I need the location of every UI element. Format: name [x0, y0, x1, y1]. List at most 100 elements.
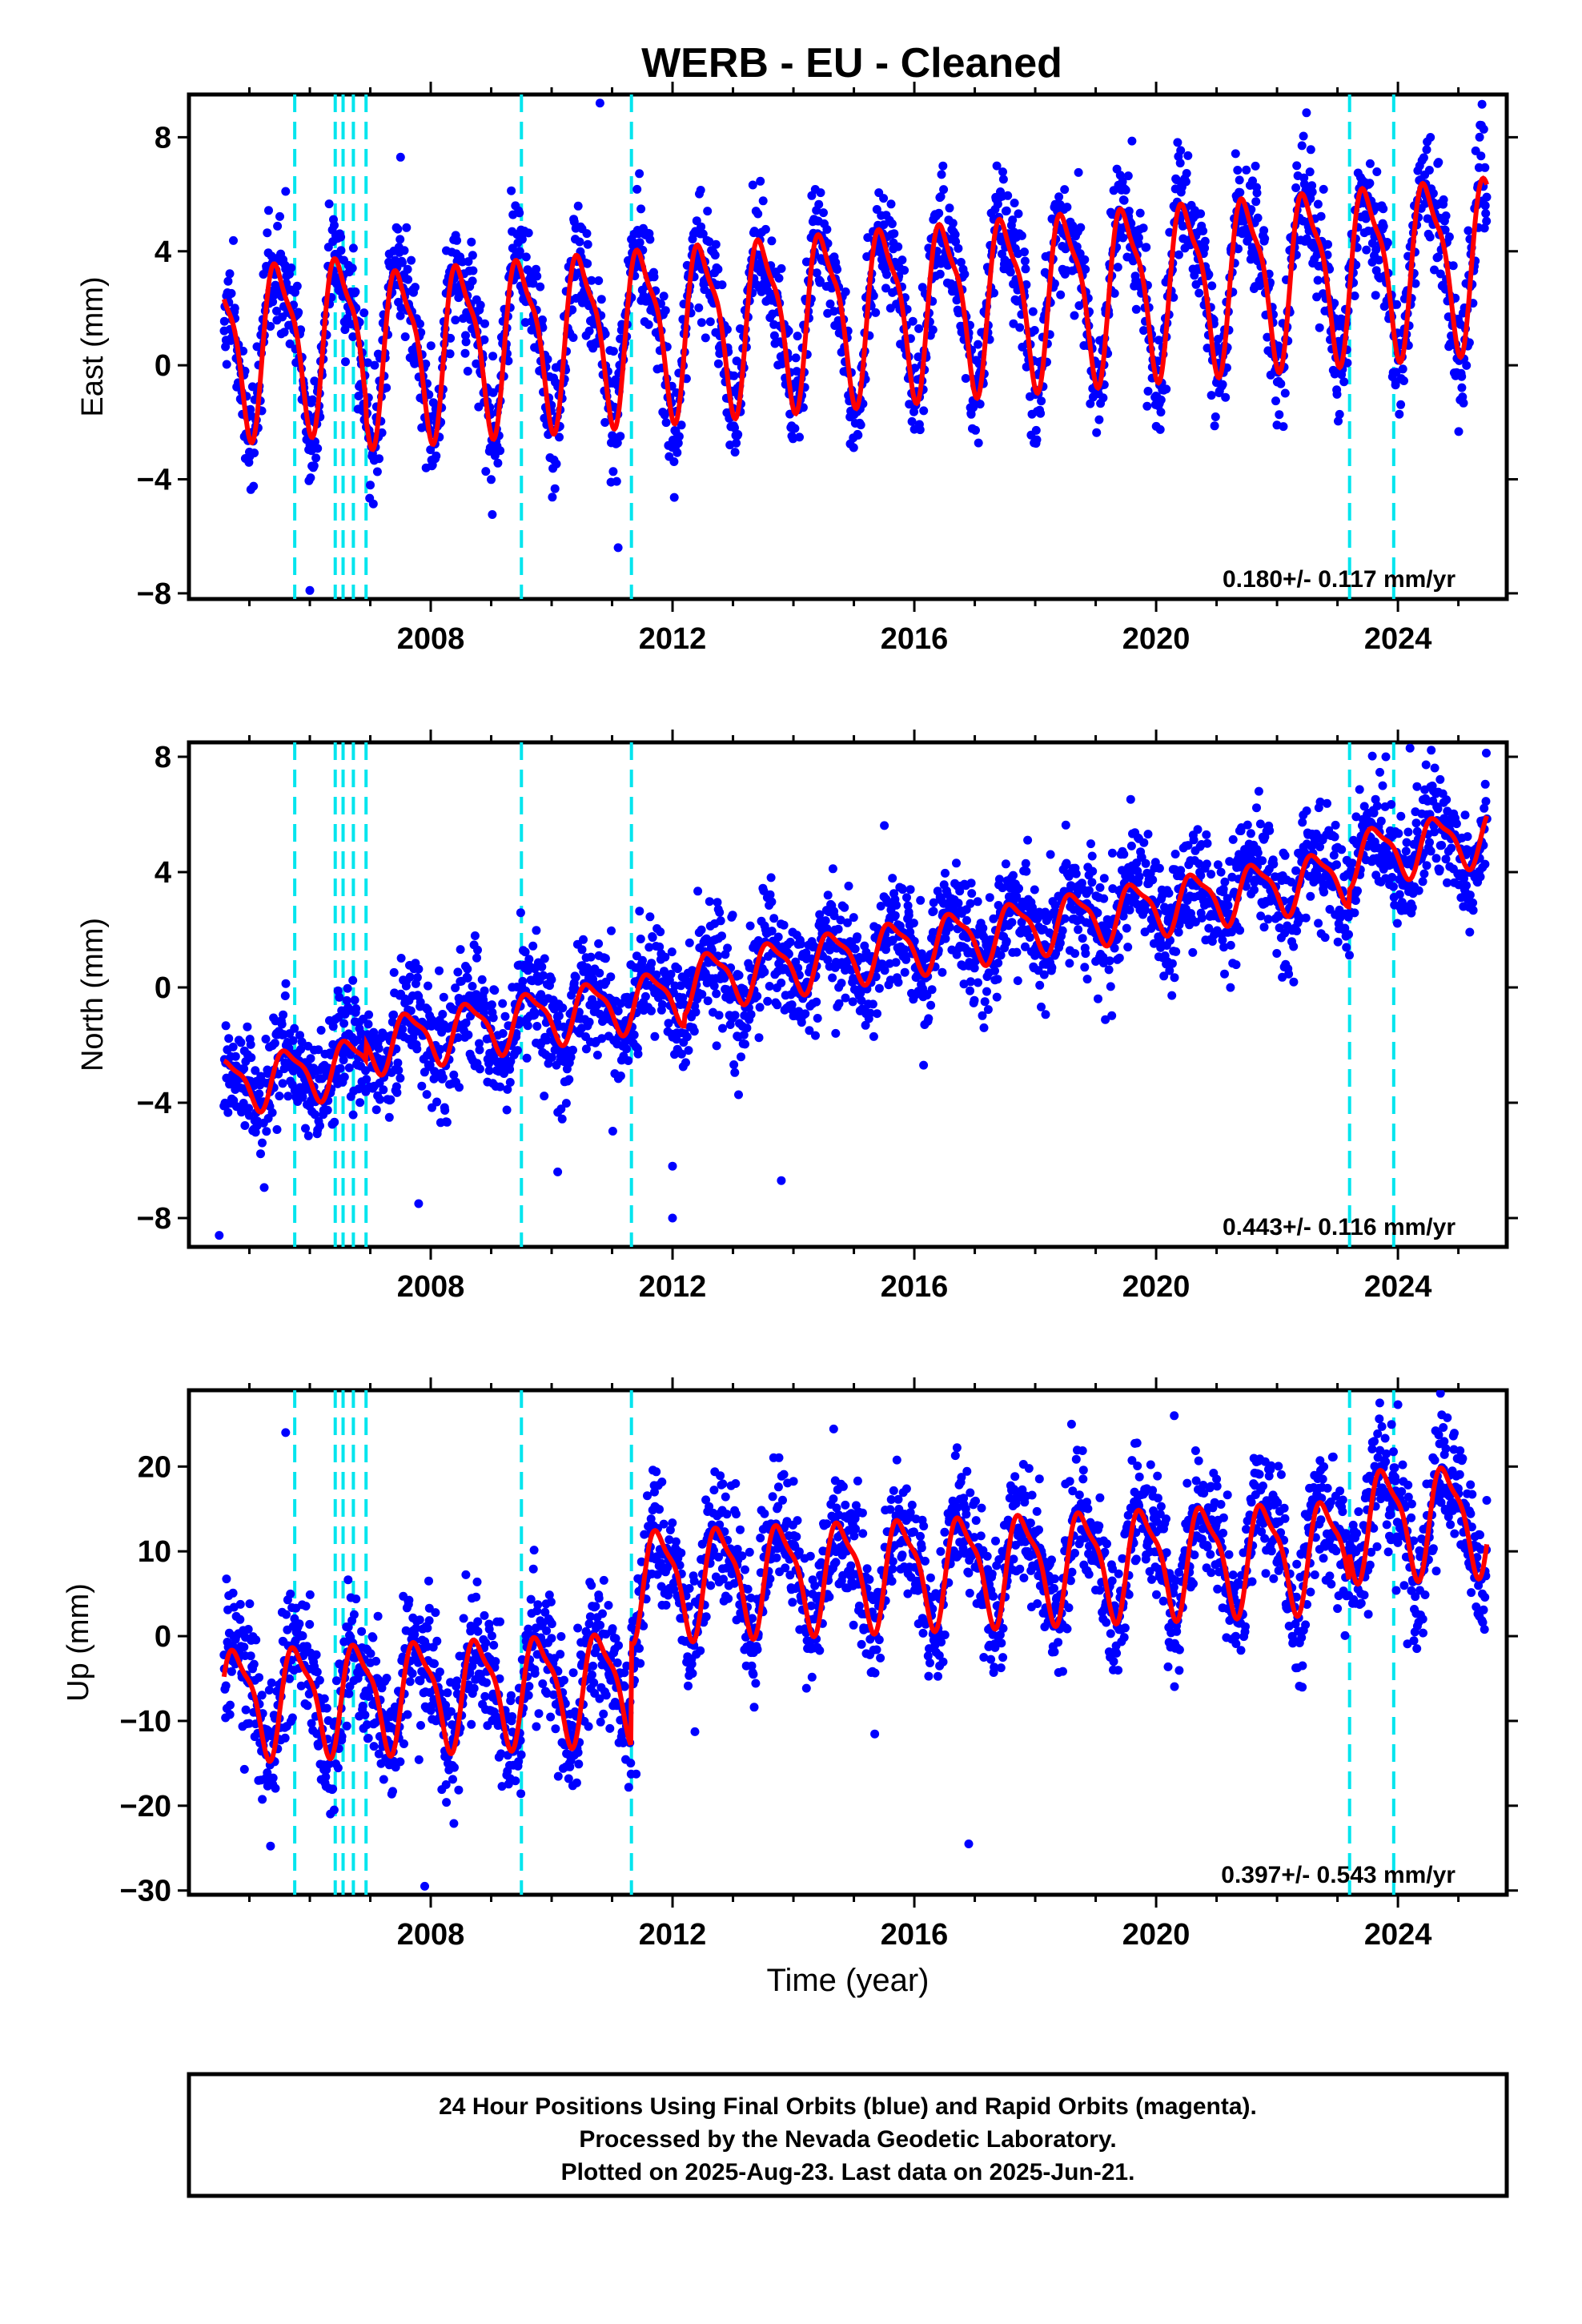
north-data-point — [236, 1038, 246, 1047]
north-data-point — [716, 916, 725, 926]
north-data-point — [1252, 803, 1261, 813]
east-data-point — [404, 275, 413, 284]
east-data-point — [635, 169, 644, 179]
east-data-point — [966, 409, 976, 419]
north-data-point — [536, 990, 546, 999]
north-data-point — [438, 1073, 448, 1083]
north-data-point — [1021, 942, 1030, 951]
east-data-point — [468, 251, 477, 260]
east-data-point — [407, 255, 416, 265]
east-data-point — [889, 229, 899, 239]
east-data-point — [879, 194, 889, 203]
north-data-point — [1074, 925, 1083, 935]
north-data-point — [801, 1009, 810, 1019]
north-data-point — [416, 997, 425, 1007]
east-data-point — [659, 292, 669, 301]
east-data-point — [711, 239, 721, 249]
east-data-point — [1094, 415, 1104, 424]
north-data-point — [392, 1088, 402, 1097]
north-data-point — [1269, 859, 1279, 869]
east-data-point — [1305, 167, 1315, 177]
north-data-point — [1289, 977, 1299, 987]
east-data-point — [992, 161, 1002, 171]
north-data-point — [746, 1010, 756, 1019]
north-data-point — [767, 927, 777, 936]
north-data-point — [1167, 959, 1177, 968]
east-data-point — [935, 269, 945, 279]
east-data-point — [336, 232, 346, 242]
east-data-point — [1020, 247, 1029, 257]
east-data-point — [900, 266, 909, 275]
east-rate-label: 0.180+/- 0.117 mm/yr — [1223, 566, 1456, 593]
north-data-point — [328, 1022, 338, 1031]
north-data-point — [342, 995, 351, 1005]
north-data-point — [900, 945, 909, 955]
east-data-point — [517, 235, 527, 244]
north-data-point — [456, 945, 465, 955]
east-data-point — [1207, 281, 1217, 291]
north-data-point — [880, 821, 889, 830]
north-data-point — [1159, 971, 1169, 981]
north-xtick-label: 2020 — [1122, 1270, 1191, 1304]
north-data-point — [745, 921, 755, 931]
east-data-point — [1482, 216, 1492, 226]
north-data-point — [1101, 1015, 1110, 1024]
east-data-point — [1138, 223, 1148, 233]
east-data-point — [761, 224, 770, 234]
north-data-point — [355, 1098, 365, 1108]
north-data-point — [1062, 858, 1071, 868]
north-data-point — [656, 927, 665, 937]
east-data-point — [960, 269, 970, 279]
north-data-point — [224, 1034, 234, 1043]
north-data-point — [487, 1000, 496, 1010]
east-data-point — [1464, 226, 1473, 235]
east-xtick-label: 2012 — [639, 622, 707, 656]
north-data-point — [1148, 875, 1158, 885]
north-data-point — [1256, 911, 1266, 921]
north-data-point — [843, 918, 852, 927]
east-data-point — [1419, 153, 1428, 163]
east-ytick-label: 8 — [155, 121, 171, 155]
east-data-point — [1279, 422, 1288, 432]
north-data-point — [272, 1125, 282, 1134]
east-data-point — [1481, 209, 1491, 218]
north-data-point — [1253, 848, 1263, 858]
north-data-point — [1086, 839, 1095, 849]
north-data-point — [503, 1084, 512, 1094]
north-data-point — [466, 1011, 475, 1021]
north-data-point — [966, 986, 974, 995]
east-data-point — [1482, 192, 1492, 202]
east-data-point — [1131, 304, 1141, 314]
north-data-point — [715, 907, 725, 917]
east-ytick-label: 4 — [155, 235, 171, 269]
east-data-point — [272, 306, 281, 316]
east-data-point — [882, 270, 892, 279]
east-data-point — [595, 99, 604, 108]
east-data-point — [227, 288, 236, 298]
north-data-point — [812, 997, 821, 1007]
north-data-point — [811, 1031, 820, 1040]
north-data-point — [633, 1049, 643, 1059]
north-data-point — [1065, 959, 1074, 968]
east-data-point — [1361, 214, 1371, 223]
north-data-point — [1188, 947, 1198, 957]
north-data-point — [1196, 870, 1206, 880]
north-data-point — [815, 910, 825, 919]
east-data-point — [1422, 145, 1431, 155]
north-data-point — [1289, 942, 1299, 951]
east-data-point — [515, 208, 524, 218]
east-data-point — [1181, 177, 1191, 187]
east-data-point — [543, 355, 552, 364]
east-data-point — [1251, 197, 1261, 207]
north-data-point — [1058, 926, 1067, 935]
north-data-point — [1080, 963, 1090, 972]
east-data-point — [1008, 215, 1018, 225]
north-data-point — [638, 955, 647, 965]
north-data-point — [954, 899, 963, 908]
north-data-point — [473, 945, 482, 955]
east-data-point — [914, 324, 924, 333]
east-data-point — [1190, 271, 1199, 280]
north-data-point — [766, 873, 776, 883]
east-data-point — [1330, 299, 1339, 308]
north-data-point — [586, 952, 596, 962]
